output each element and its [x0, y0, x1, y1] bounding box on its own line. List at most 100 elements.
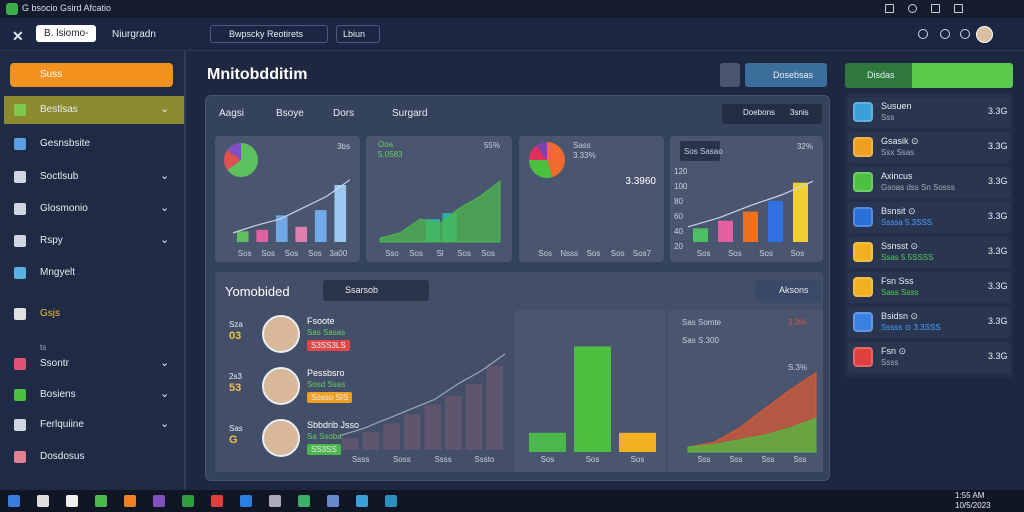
window-control[interactable]: [885, 4, 894, 13]
sidebar-icon: [14, 235, 26, 247]
taskbar-icon[interactable]: [37, 495, 49, 507]
nav-select[interactable]: Lbiun: [336, 25, 381, 43]
list-row[interactable]: [848, 167, 1010, 198]
list-title: Fsn Sss: [881, 276, 914, 286]
list-row[interactable]: [848, 307, 1010, 338]
legend-box: [680, 141, 720, 161]
sidebar-icon: [14, 308, 26, 320]
right-button[interactable]: Disdas: [845, 63, 1013, 88]
chevron: ⌄: [160, 388, 170, 400]
avatar: [262, 315, 300, 353]
chart-label: 3.3%: [788, 318, 806, 327]
taskbar-icon[interactable]: [298, 495, 310, 507]
panel-search[interactable]: Ssarsob: [323, 280, 429, 301]
nav-dropdown[interactable]: Bwpscky Reotirets: [210, 25, 329, 43]
nav-menu[interactable]: Niurgradn: [112, 29, 156, 40]
taskbar-icon[interactable]: [327, 495, 339, 507]
taskbar-icon[interactable]: [8, 495, 20, 507]
sidebar-icon: [14, 267, 26, 279]
list-row[interactable]: [848, 342, 1010, 373]
panel-button[interactable]: Aksons: [755, 280, 821, 301]
list-title: Axincus: [881, 171, 913, 181]
sidebar-item[interactable]: Bestlsas: [40, 104, 78, 115]
app-icon: [6, 3, 18, 15]
taskbar-icon[interactable]: [240, 495, 252, 507]
list-icon: [853, 242, 873, 262]
list-icon: [853, 172, 873, 192]
list-row[interactable]: [848, 132, 1010, 163]
sidebar-item[interactable]: Mngyelt: [40, 267, 76, 278]
x-tick-label: Sos: [457, 249, 471, 258]
x-tick-label: Sos: [611, 249, 625, 258]
legend-label: Sos Sasao: [684, 147, 723, 156]
taskbar-icon[interactable]: [385, 495, 397, 507]
sidebar-icon: [14, 358, 26, 370]
icon-button[interactable]: [720, 63, 740, 87]
code: G: [229, 434, 238, 446]
sidebar-item[interactable]: Gesnsbsite: [40, 138, 91, 149]
tab-button-label: Doebons: [743, 108, 776, 117]
nav-bar: [0, 18, 1024, 51]
sidebar-icon: [14, 171, 26, 183]
sidebar-item[interactable]: Dosdosus: [40, 451, 85, 462]
sidebar-icon: [14, 451, 26, 463]
taskbar-icon[interactable]: [124, 495, 136, 507]
chart: Sos Sos Sos: [529, 346, 656, 464]
nav-icon[interactable]: [960, 29, 970, 39]
taskbar-icon[interactable]: [211, 495, 223, 507]
nav-icon[interactable]: [940, 29, 950, 39]
list-row[interactable]: [848, 237, 1010, 268]
window-control[interactable]: [954, 4, 963, 13]
sidebar-item[interactable]: Bosiens: [40, 389, 76, 400]
main-action[interactable]: Dosebsas: [745, 63, 827, 87]
x-tick-label: Sos: [586, 455, 600, 464]
chart-value: 3.3960: [625, 176, 656, 187]
avatar[interactable]: [976, 26, 993, 43]
sidebar-item[interactable]: Glosmonio: [40, 203, 88, 214]
sidebar-item[interactable]: Ssontr: [40, 358, 69, 369]
sidebar-item[interactable]: Gsjs: [40, 308, 60, 319]
window-control[interactable]: [908, 4, 917, 13]
taskbar-icon[interactable]: [269, 495, 281, 507]
chart: Ssss Soss Ssss Sssto: [339, 353, 506, 464]
taskbar-icon[interactable]: [66, 495, 78, 507]
window-control[interactable]: [931, 4, 940, 13]
code: 53: [229, 382, 242, 394]
nav-button[interactable]: B. lsiomo-: [36, 25, 97, 42]
title-bar: [0, 0, 1024, 18]
pie-slice: [227, 143, 258, 177]
tab[interactable]: Surgard: [392, 108, 428, 119]
sidebar-item-bg[interactable]: [4, 96, 184, 124]
tab[interactable]: Bsoye: [276, 108, 304, 119]
taskbar-icon[interactable]: [182, 495, 194, 507]
sidebar-item[interactable]: Rspy: [40, 235, 63, 246]
tab-button[interactable]: [722, 104, 822, 124]
person-tag: Sas Sasas: [307, 328, 346, 337]
pie-slice: [536, 142, 547, 160]
tab[interactable]: Aagsi: [219, 108, 245, 119]
x-tick-label: Sssto: [474, 455, 495, 464]
x-tick-label: Sso: [385, 249, 399, 258]
person-tag: Sa Ssoba: [307, 432, 342, 441]
bar: [403, 414, 421, 450]
list-row[interactable]: [848, 97, 1010, 128]
nav-icon[interactable]: [918, 29, 928, 39]
taskbar-icon[interactable]: [153, 495, 165, 507]
list-title: Ssnsst ⊙: [881, 241, 919, 251]
chevron: ⌄: [160, 170, 170, 182]
bar: [295, 226, 308, 242]
sidebar-item[interactable]: Soctlsub: [40, 171, 79, 182]
sidebar-item[interactable]: Ferlquiine: [40, 419, 84, 430]
list-row[interactable]: [848, 202, 1010, 233]
sidebar-primary[interactable]: Suss: [10, 63, 173, 87]
code: 03: [229, 330, 242, 342]
taskbar-icon[interactable]: [95, 495, 107, 507]
taskbar-icon[interactable]: [356, 495, 368, 507]
list-row[interactable]: [848, 272, 1010, 303]
list-sub: Sass Ssss: [881, 288, 919, 297]
chevron: ⌄: [160, 234, 170, 246]
tab[interactable]: Dors: [333, 108, 355, 119]
x-tick-label: Sos: [541, 455, 555, 464]
pie-slice: [547, 142, 565, 178]
list-value: 3.3G: [988, 246, 1008, 256]
